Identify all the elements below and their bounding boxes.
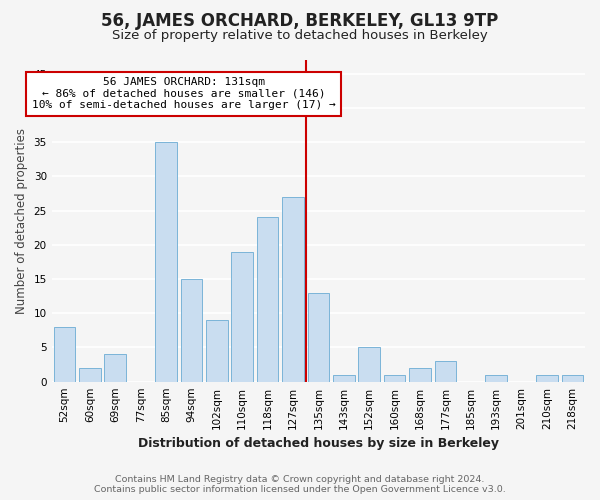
Bar: [104, 354, 126, 382]
Text: Size of property relative to detached houses in Berkeley: Size of property relative to detached ho…: [112, 29, 488, 42]
Text: 56 JAMES ORCHARD: 131sqm
← 86% of detached houses are smaller (146)
10% of semi-: 56 JAMES ORCHARD: 131sqm ← 86% of detach…: [32, 77, 335, 110]
Bar: [79, 368, 101, 382]
Bar: [485, 375, 507, 382]
Bar: [384, 375, 406, 382]
Bar: [536, 375, 558, 382]
Bar: [358, 348, 380, 382]
Bar: [333, 375, 355, 382]
Bar: [181, 279, 202, 382]
Text: Contains HM Land Registry data © Crown copyright and database right 2024.
Contai: Contains HM Land Registry data © Crown c…: [94, 474, 506, 494]
Bar: [282, 197, 304, 382]
X-axis label: Distribution of detached houses by size in Berkeley: Distribution of detached houses by size …: [138, 437, 499, 450]
Text: 56, JAMES ORCHARD, BERKELEY, GL13 9TP: 56, JAMES ORCHARD, BERKELEY, GL13 9TP: [101, 12, 499, 30]
Bar: [206, 320, 227, 382]
Bar: [409, 368, 431, 382]
Bar: [155, 142, 177, 382]
Bar: [232, 252, 253, 382]
Bar: [53, 327, 75, 382]
Bar: [308, 292, 329, 382]
Bar: [257, 218, 278, 382]
Y-axis label: Number of detached properties: Number of detached properties: [15, 128, 28, 314]
Bar: [562, 375, 583, 382]
Bar: [434, 361, 456, 382]
